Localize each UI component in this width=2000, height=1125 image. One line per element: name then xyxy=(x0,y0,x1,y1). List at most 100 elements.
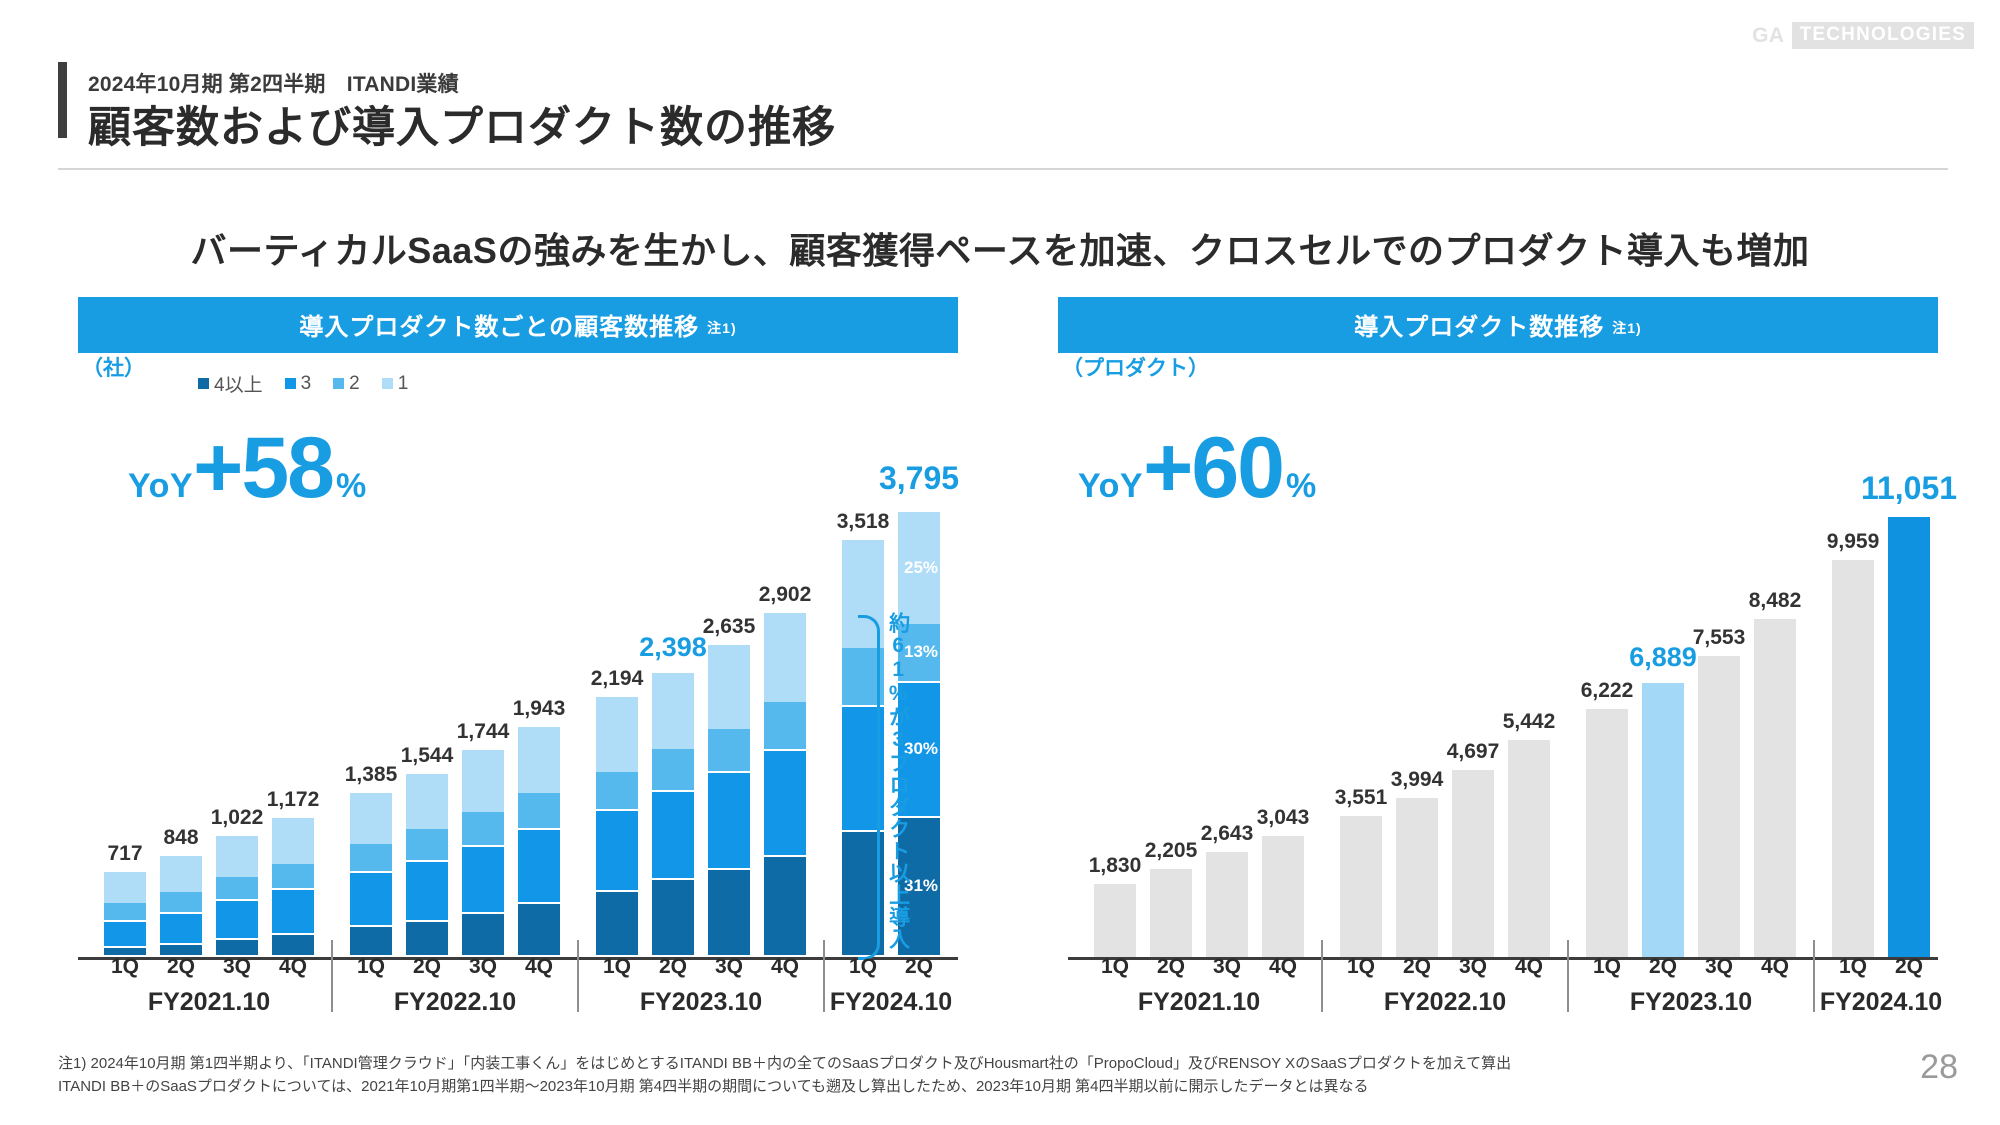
bar-segment-1 xyxy=(350,792,392,844)
right-chart-panel: 導入プロダクト数推移 注1) xyxy=(1058,297,1938,353)
legend-item-label: 4以上 xyxy=(214,375,263,396)
bar-segment-3 xyxy=(764,750,806,858)
right-chart-value-label: 8,482 xyxy=(1748,589,1802,613)
xaxis-group-separator xyxy=(1813,940,1815,1012)
right-chart-bar[interactable] xyxy=(1340,815,1382,957)
left-chart-bar[interactable] xyxy=(350,792,392,957)
page-number: 28 xyxy=(1920,1048,1958,1086)
left-chart-bar[interactable] xyxy=(462,750,504,957)
legend-item-label: 2 xyxy=(349,372,360,394)
right-chart-bar[interactable] xyxy=(1150,869,1192,957)
xaxis-quarter-label: 4Q xyxy=(278,955,307,978)
xaxis-group-separator xyxy=(823,940,825,1012)
left-chart-bar[interactable] xyxy=(104,872,146,957)
right-chart-value-label: 3,043 xyxy=(1256,805,1310,829)
right-chart-bar[interactable] xyxy=(1206,851,1248,957)
right-yoy-label: YoY xyxy=(1078,467,1144,505)
right-chart-bar[interactable] xyxy=(1094,884,1136,957)
legend-item-3: 2 xyxy=(333,373,360,395)
xaxis-quarter-label: 2Q xyxy=(1402,955,1431,978)
bar-segment-2 xyxy=(160,891,202,914)
right-chart-bar[interactable] xyxy=(1396,797,1438,957)
xaxis-group-separator xyxy=(1567,940,1569,1012)
left-chart-value-label: 1,744 xyxy=(456,720,510,744)
bar-segment-1 xyxy=(272,818,314,864)
right-chart-value-label: 2,643 xyxy=(1200,821,1254,845)
bar-segment-1 xyxy=(518,726,560,794)
xaxis-quarter-label: 1Q xyxy=(602,955,631,978)
xaxis-quarter-label: 1Q xyxy=(1346,955,1375,978)
legend-item-label: 1 xyxy=(397,372,409,394)
bar-segment-3 xyxy=(350,873,392,928)
legend-swatch-icon xyxy=(198,378,209,389)
left-chart-bar[interactable] xyxy=(406,773,448,957)
left-chart-bar[interactable] xyxy=(518,726,560,957)
bar-segment-3: 30% xyxy=(898,682,940,818)
right-yoy-unit: % xyxy=(1286,467,1317,505)
left-yoy-callout: YoY +58 % xyxy=(128,425,366,511)
right-chart-bar[interactable] xyxy=(1452,770,1494,957)
right-chart-value-label: 6,222 xyxy=(1580,679,1634,703)
header-divider xyxy=(58,168,1948,170)
left-chart-legend: 4以上 3 2 1 xyxy=(198,370,408,397)
left-chart-value-label: 2,398 xyxy=(639,631,707,662)
right-chart-bar[interactable] xyxy=(1642,682,1684,957)
xaxis-quarter-label: 1Q xyxy=(110,955,139,978)
left-chart-value-label: 3,795 xyxy=(878,460,960,496)
bar-segment-1 xyxy=(652,672,694,750)
bar-segment-3 xyxy=(462,847,504,914)
title-accent-bar xyxy=(58,62,67,138)
bar-segment-2 xyxy=(652,749,694,793)
legend-item-1: 4以上 xyxy=(198,370,263,397)
bar-segment-percent-label: 13% xyxy=(904,642,939,662)
slide-eyebrow: 2024年10月期 第2四半期 ITANDI業績 xyxy=(88,73,459,96)
bar-segment-3 xyxy=(406,861,448,923)
left-chart-value-label: 2,902 xyxy=(758,582,812,606)
right-chart-bar[interactable] xyxy=(1832,560,1874,957)
left-chart-value-label: 1,544 xyxy=(400,743,454,767)
bar-segment-3 xyxy=(160,913,202,945)
left-chart-bar[interactable] xyxy=(708,644,750,957)
left-chart-value-label: 2,635 xyxy=(702,614,756,638)
right-chart-bar[interactable] xyxy=(1754,619,1796,957)
bar-segment-4以上 xyxy=(764,857,806,957)
bar-segment-1 xyxy=(160,856,202,892)
left-yoy-label: YoY xyxy=(128,467,194,505)
bar-segment-3 xyxy=(652,792,694,881)
xaxis-quarter-label: 2Q xyxy=(658,955,687,978)
left-chart-bar[interactable] xyxy=(596,696,638,957)
bar-segment-1 xyxy=(708,644,750,729)
bar-segment-3 xyxy=(216,901,258,941)
left-chart-axis xyxy=(78,957,958,960)
xaxis-fiscal-year-label: FY2024.10 xyxy=(829,988,953,1016)
left-chart-value-label: 1,943 xyxy=(512,696,566,720)
bar-segment-percent-label: 31% xyxy=(904,876,939,896)
left-chart-bar[interactable] xyxy=(216,835,258,957)
bar-segment-4以上 xyxy=(216,940,258,957)
bar-segment-2 xyxy=(272,863,314,891)
bar-segment-3 xyxy=(272,890,314,935)
right-chart-bar[interactable] xyxy=(1586,709,1628,957)
xaxis-quarter-label: 1Q xyxy=(1592,955,1621,978)
legend-swatch-icon xyxy=(333,378,345,389)
right-chart-bar[interactable] xyxy=(1888,517,1930,957)
right-chart-bar[interactable] xyxy=(1698,656,1740,957)
left-chart-value-label: 717 xyxy=(107,841,143,865)
right-chart-plot: 1,830 2,205 2,643 3,043 3,551 3,994 4,697 5,442… xyxy=(1068,320,1957,960)
left-chart-bar[interactable] xyxy=(652,672,694,957)
left-chart-bar[interactable] xyxy=(160,856,202,957)
left-chart-bar[interactable] xyxy=(764,612,806,957)
right-chart-bar[interactable] xyxy=(1508,740,1550,957)
bar-segment-percent-label: 30% xyxy=(904,739,939,758)
left-chart-bar[interactable] xyxy=(272,818,314,957)
bar-segment-4以上 xyxy=(708,869,750,957)
xaxis-fiscal-year-label: FY2022.10 xyxy=(393,988,517,1016)
bar-segment-3 xyxy=(518,830,560,905)
xaxis-fiscal-year-label: FY2023.10 xyxy=(1629,988,1753,1016)
bar-segment-1 xyxy=(104,872,146,903)
xaxis-quarter-label: 3Q xyxy=(1458,955,1487,978)
xaxis-quarter-label: 2Q xyxy=(1648,955,1677,978)
left-chart-bar[interactable]: 25% 13% 30% 31% xyxy=(898,507,940,957)
right-chart-bar[interactable] xyxy=(1262,835,1304,957)
footnote-2: ITANDI BB＋のSaaSプロダクトについては、2021年10月期第1四半期… xyxy=(58,1077,1369,1095)
